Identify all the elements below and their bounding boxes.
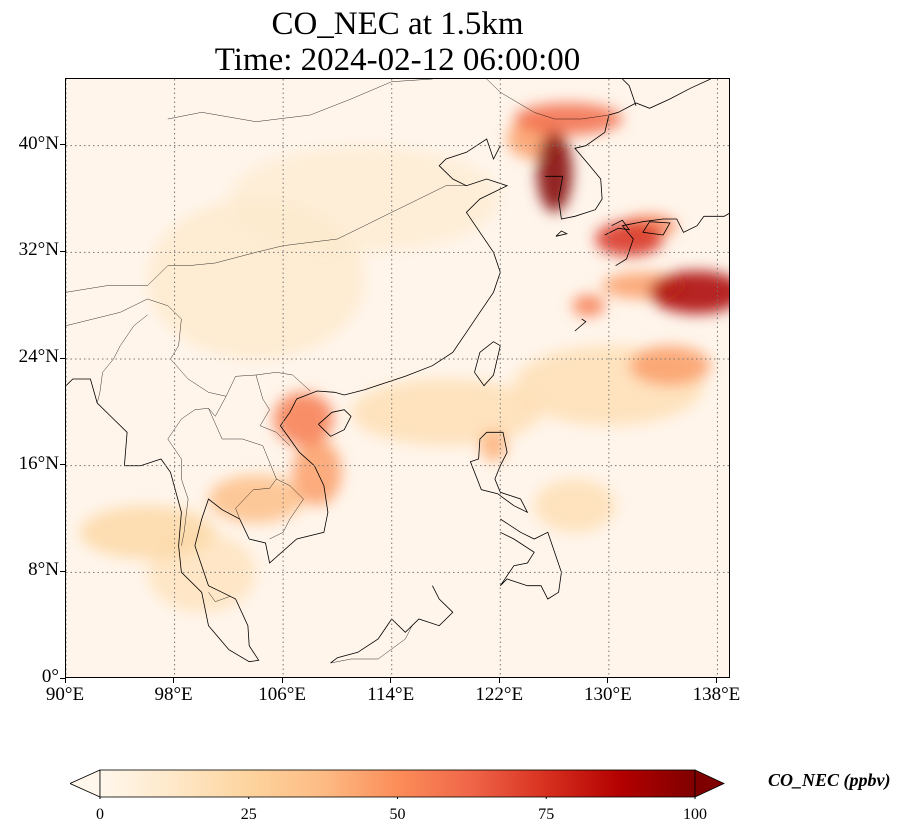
- lat-tick-label: 0°: [41, 666, 59, 687]
- lat-tick-label: 40°N: [18, 132, 59, 154]
- lat-tick-label: 32°N: [18, 239, 59, 261]
- country-border: [167, 408, 209, 546]
- lon-tick-mark: [715, 678, 717, 683]
- lat-tick-mark: [60, 677, 65, 679]
- map-canvas: [66, 79, 729, 677]
- coastline: [574, 318, 587, 332]
- map-panel: [65, 78, 730, 678]
- coastline: [318, 409, 352, 437]
- country-border: [66, 298, 311, 397]
- coastline: [545, 79, 711, 220]
- country-border: [269, 478, 304, 540]
- country-borders: [66, 79, 609, 664]
- lat-tick-mark: [60, 250, 65, 252]
- colorbar-extend-min: [70, 769, 101, 798]
- colorbar-extend-max: [694, 769, 725, 798]
- country-border: [255, 374, 291, 446]
- lat-tick-label: 24°N: [18, 346, 59, 367]
- coastline: [66, 138, 509, 663]
- lon-tick-mark: [607, 678, 609, 683]
- lon-tick-label: 114°E: [367, 684, 415, 705]
- co-plume: [292, 439, 342, 506]
- map-time: Time: 2024-02-12 06:00:00: [214, 42, 581, 78]
- country-border: [208, 592, 231, 602]
- co-plume: [629, 345, 711, 386]
- lon-tick-mark: [390, 678, 392, 683]
- co-plume: [79, 505, 216, 559]
- country-border: [208, 396, 277, 520]
- coastline: [622, 79, 637, 106]
- colorbar-tick-label: 50: [389, 806, 406, 823]
- co-plume: [572, 295, 605, 317]
- lon-tick-mark: [281, 678, 283, 683]
- lon-tick-mark: [173, 678, 175, 683]
- coastline: [604, 219, 631, 236]
- colorbar-tick-label: 0: [96, 806, 104, 823]
- country-border: [167, 79, 433, 122]
- country-border: [330, 618, 420, 664]
- lon-tick-mark: [498, 678, 500, 683]
- colorbar-tick-label: 75: [538, 806, 555, 823]
- lon-tick-label: 138°E: [692, 684, 741, 705]
- colorbar-label: CO_NEC (ppbv): [768, 770, 891, 790]
- lat-tick-mark: [60, 357, 65, 359]
- country-border: [66, 185, 467, 293]
- coastline: [555, 230, 568, 237]
- colorbar-tick-label: 100: [683, 806, 707, 823]
- co-concentration-field: [79, 103, 729, 613]
- co-plume: [595, 221, 664, 257]
- co-plume: [273, 392, 334, 446]
- map-title: CO_NEC at 1.5km: [271, 6, 524, 42]
- lon-tick-label: 122°E: [475, 684, 524, 705]
- lat-tick-mark: [60, 570, 65, 572]
- co-plume: [649, 271, 729, 314]
- colorbar-tick-label: 25: [240, 806, 257, 823]
- co-plume: [536, 132, 573, 213]
- country-border: [432, 79, 609, 120]
- lat-tick-label: 8°N: [28, 559, 59, 581]
- lon-tick-label: 130°E: [583, 684, 632, 705]
- coastline: [469, 431, 529, 514]
- coastline: [642, 221, 671, 236]
- co-plume: [147, 199, 365, 359]
- lon-tick-label: 98°E: [154, 684, 193, 705]
- colorbar-body: [99, 769, 696, 798]
- lat-tick-mark: [60, 144, 65, 146]
- lon-tick-label: 90°E: [45, 684, 85, 705]
- colorbar: [70, 769, 725, 799]
- coastline: [499, 518, 562, 600]
- country-border: [96, 314, 148, 404]
- lat-tick-label: 16°N: [18, 452, 59, 474]
- gridlines: [66, 79, 729, 677]
- coastline: [615, 213, 729, 267]
- co-plume: [351, 379, 541, 446]
- lon-tick-label: 106°E: [258, 684, 306, 705]
- lat-tick-mark: [60, 464, 65, 466]
- coastline: [474, 341, 501, 387]
- co-plume: [534, 479, 616, 533]
- lon-tick-mark: [64, 678, 66, 683]
- co-plume: [208, 475, 304, 523]
